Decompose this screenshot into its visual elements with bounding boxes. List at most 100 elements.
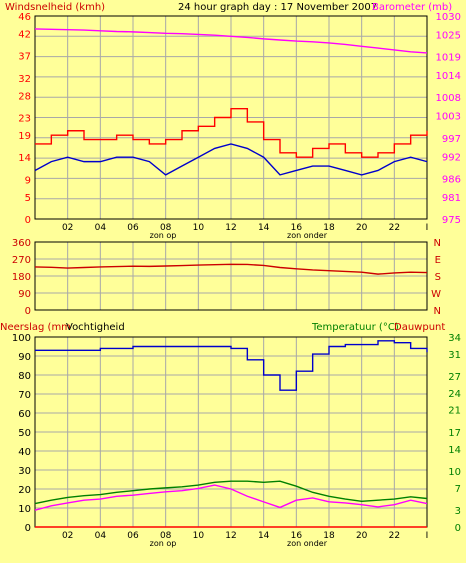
humidity-axis-label: Vochtigheid — [66, 322, 125, 333]
x-tick-label: I — [426, 531, 429, 541]
y-tick-left: 90 — [18, 352, 31, 363]
y-tick-right: 1019 — [436, 53, 461, 64]
panel-frame — [34, 15, 428, 220]
wind-axis-label: Windsnelheid (kmh) — [5, 2, 105, 13]
x-tick-label: 20 — [356, 223, 368, 233]
y-tick-right: 1025 — [436, 30, 461, 41]
y-tick-right: 3 — [455, 506, 461, 517]
y-tick-right: 24 — [448, 389, 461, 400]
rain-axis-label: Neerslag (mm — [0, 322, 71, 333]
x-tick-label: 18 — [323, 223, 335, 233]
temperature-axis-label: Temperatuur (°C) — [311, 322, 399, 333]
y-tick-left: 100 — [12, 333, 31, 344]
y-tick-right: 27 — [448, 372, 461, 383]
y-tick-left: 5 — [25, 193, 31, 204]
y-tick-left: 180 — [12, 272, 31, 283]
y-tick-right: 986 — [442, 174, 461, 185]
x-tick-label: 18 — [323, 531, 335, 541]
x-tick-label: I — [426, 223, 429, 233]
y-tick-right: S — [435, 272, 441, 283]
barometer-axis-label: Barometer (mb) — [372, 2, 452, 13]
y-tick-right: 975 — [442, 215, 461, 226]
x-tick-label: 22 — [389, 223, 400, 233]
x-tick-label: 12 — [225, 531, 236, 541]
x-tick-label: 10 — [193, 531, 205, 541]
y-tick-right: 17 — [448, 428, 461, 439]
x-tick-label: 02 — [62, 531, 73, 541]
x-tick-label: 02 — [62, 223, 73, 233]
y-tick-right: 997 — [442, 134, 461, 145]
y-tick-right: 1003 — [436, 112, 461, 123]
x-tick-label: 08 — [160, 531, 172, 541]
y-tick-left: 50 — [18, 428, 31, 439]
y-tick-right: E — [435, 255, 441, 266]
dewpoint-line — [34, 484, 428, 511]
wind-speed-line — [34, 143, 428, 176]
y-tick-left: 40 — [18, 447, 31, 458]
y-tick-left: 42 — [18, 30, 31, 41]
y-tick-right: 21 — [448, 406, 461, 417]
x-tick-label: 08 — [160, 223, 172, 233]
y-tick-left: 0 — [25, 215, 31, 226]
y-tick-left: 80 — [18, 371, 31, 382]
x-tick-label: 04 — [95, 223, 107, 233]
y-tick-left: 9 — [25, 175, 31, 186]
y-tick-left: 37 — [18, 52, 31, 63]
y-tick-right: 10 — [448, 467, 461, 478]
y-tick-right: 7 — [455, 484, 461, 495]
y-tick-right: 14 — [448, 445, 461, 456]
y-tick-left: 60 — [18, 409, 31, 420]
x-tick-label: 16 — [291, 223, 303, 233]
panel-frame — [34, 241, 428, 311]
x-tick-label: 12 — [225, 223, 236, 233]
y-tick-right: 31 — [448, 350, 461, 361]
y-tick-left: 270 — [12, 255, 31, 266]
y-tick-right: 1008 — [436, 93, 461, 104]
x-tick-label: 06 — [127, 223, 139, 233]
wind-direction-line — [34, 263, 428, 275]
chart-title: 24 hour graph day : 17 November 2007 — [178, 2, 377, 13]
y-tick-left: 70 — [18, 390, 31, 401]
y-tick-right: 1030 — [436, 12, 461, 23]
barometer-line — [34, 28, 428, 54]
y-tick-right: N — [434, 238, 441, 249]
y-tick-left: 0 — [25, 523, 31, 534]
sunset-label: zon onder — [287, 539, 328, 548]
y-tick-left: 23 — [18, 114, 31, 125]
x-tick-label: 20 — [356, 531, 368, 541]
x-tick-label: 14 — [258, 531, 270, 541]
sunrise-label: zon op — [150, 231, 177, 240]
y-tick-left: 14 — [18, 153, 31, 164]
y-tick-left: 90 — [18, 289, 31, 300]
sunset-label: zon onder — [287, 231, 328, 240]
y-tick-left: 30 — [18, 466, 31, 477]
y-tick-right: W — [431, 289, 441, 300]
wind-gust-line — [35, 107, 428, 158]
humidity-line — [35, 340, 428, 391]
y-tick-left: 46 — [18, 12, 31, 23]
temperature-line — [34, 480, 428, 505]
dewpoint-axis-label: Dauwpunt — [394, 322, 445, 333]
y-tick-left: 10 — [18, 504, 31, 515]
y-tick-left: 360 — [12, 238, 31, 249]
y-tick-left: 28 — [18, 91, 31, 102]
y-tick-right: 0 — [455, 523, 461, 534]
x-tick-label: 04 — [95, 531, 107, 541]
y-tick-left: 0 — [25, 306, 31, 317]
x-tick-label: 16 — [291, 531, 303, 541]
y-tick-right: 34 — [448, 333, 461, 344]
y-tick-right: 1014 — [436, 71, 461, 82]
y-tick-left: 32 — [18, 74, 31, 85]
y-tick-left: 20 — [18, 485, 31, 496]
y-tick-right: 981 — [442, 193, 461, 204]
y-tick-left: 19 — [18, 131, 31, 142]
y-tick-right: 992 — [442, 152, 461, 163]
x-tick-label: 14 — [258, 223, 270, 233]
x-tick-label: 06 — [127, 531, 139, 541]
x-tick-label: 22 — [389, 531, 400, 541]
